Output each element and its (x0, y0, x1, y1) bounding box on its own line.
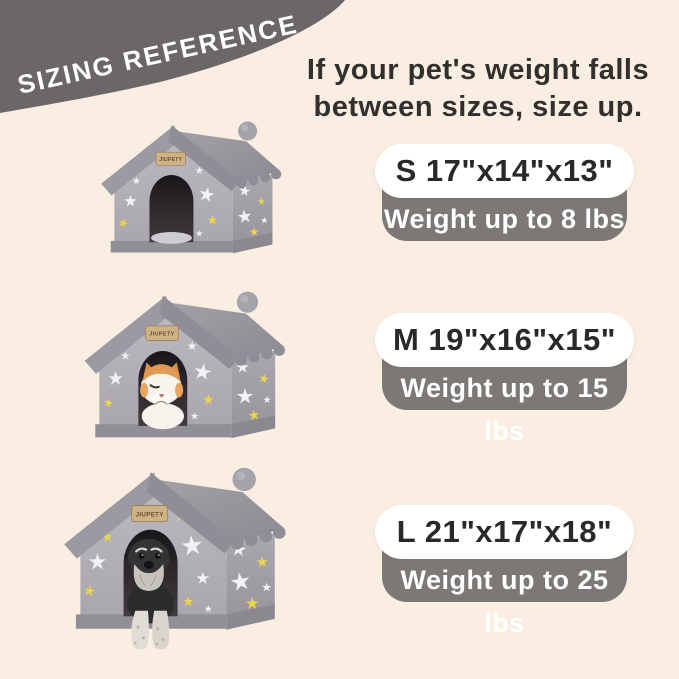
brand-tag: JIUPETY (145, 325, 179, 341)
roof-right-slope (174, 131, 280, 184)
size-card-large: L 21"x17"x18" Weight up to 25 lbs (375, 505, 634, 638)
cat-cheek-right (175, 382, 184, 398)
size-card-medium: M 19"x16"x15" Weight up to 15 lbs (375, 313, 634, 446)
side-base (226, 604, 275, 630)
pompom-highlight (240, 294, 249, 303)
svg-text:JIUPETY: JIUPETY (136, 511, 165, 518)
svg-text:JIUPETY: JIUPETY (159, 157, 182, 163)
size-card-small: S 17"x14"x13" Weight up to 8 lbs (375, 144, 634, 241)
dog-leg-speckles (134, 625, 165, 646)
house-illustration: JIUPETY (64, 467, 286, 650)
dog-eye-right (154, 553, 161, 559)
roof-gable-left (84, 295, 170, 374)
house-illustration: JIUPETY (84, 291, 285, 439)
cat-mouth (154, 400, 168, 405)
roof-right-slope (166, 302, 284, 361)
size-dimensions-label: S 17"x14"x13" (375, 144, 634, 198)
dog-nose (143, 560, 154, 569)
front-base (110, 240, 233, 253)
svg-text:JIUPETY: JIUPETY (149, 332, 174, 338)
roof-fringe (230, 526, 286, 550)
dog-illustration (123, 538, 174, 650)
headline: If your pet's weight falls between sizes… (285, 52, 671, 126)
pompom (238, 121, 258, 141)
house-illustration: JIUPETY (101, 121, 282, 254)
cat-head-patch (142, 364, 181, 382)
door-opening (149, 174, 194, 243)
pompom (236, 291, 259, 313)
cushion (150, 232, 192, 244)
roof-gable-right (168, 125, 241, 192)
dog-beard (133, 564, 164, 591)
roof-fringe (236, 169, 282, 189)
roof-right-slope (154, 479, 284, 545)
roof-gable-right (159, 295, 240, 369)
dog-leg-left (131, 610, 149, 650)
roof-gable-right (147, 472, 236, 554)
dog-leg-right (152, 610, 170, 650)
cat-muzzle (152, 391, 171, 405)
front-base (95, 424, 232, 438)
sizing-reference-banner: SIZING REFERENCE (0, 0, 345, 113)
cat-body (141, 403, 184, 430)
roof-gable-left (101, 125, 178, 196)
brand-tag: JIUPETY (131, 505, 169, 523)
pet-house-medium: JIUPETY (84, 291, 285, 439)
dog-brow-left (135, 547, 148, 553)
roof-gable-left (64, 472, 158, 559)
size-dimensions-label: M 19"x16"x15" (375, 313, 634, 367)
pompom (232, 467, 256, 492)
cat-head (140, 368, 182, 405)
pompom-highlight (241, 124, 249, 132)
side-base (232, 232, 273, 254)
pet-house-large: JIUPETY (64, 467, 286, 650)
banner-ribbon-shape (0, 0, 345, 113)
cat-illustration (140, 362, 184, 430)
side-wall (226, 533, 275, 617)
cat-nose (158, 394, 165, 398)
headline-line1: If your pet's weight falls (306, 54, 650, 86)
pet-house-small: JIUPETY (101, 121, 282, 254)
size-dimensions-label: L 21"x17"x18" (375, 505, 634, 559)
dog-brow-right (150, 547, 163, 553)
dog-eye-left (138, 553, 145, 559)
pompom-highlight (236, 471, 246, 481)
side-base (231, 415, 276, 439)
brand-tag: JIUPETY (155, 151, 186, 166)
cat-cheek-left (140, 382, 149, 398)
dog-head (128, 538, 170, 577)
headline-line2: between sizes, size up. (313, 91, 643, 123)
cat-eye-left (149, 384, 160, 389)
